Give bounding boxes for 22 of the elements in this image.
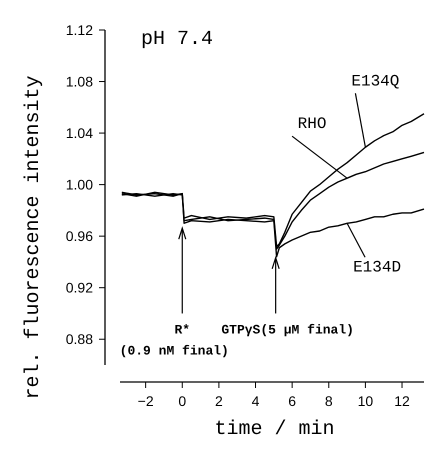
- x-tick-label: 10: [358, 393, 374, 409]
- x-axis-title: time / min: [214, 418, 335, 441]
- x-tick-label: 12: [394, 393, 410, 409]
- x-tick-label: 6: [288, 393, 296, 409]
- text: E134Q: [351, 72, 400, 90]
- y-tick-label: 1.04: [66, 124, 94, 141]
- x-tick-label: 0: [178, 393, 186, 409]
- x-tick-label: −2: [138, 393, 154, 409]
- y-tick-label: 1.12: [66, 22, 94, 38]
- x-tick-label: 4: [252, 393, 260, 409]
- y-tick-label: 0.92: [66, 280, 94, 296]
- annotation: GTPγS(5 μM final): [221, 322, 354, 338]
- y-tick-label: 1.00: [66, 176, 94, 193]
- y-tick-label: 0.96: [66, 228, 94, 244]
- y-axis-title: rel. fluorescence intensity: [22, 75, 45, 400]
- legend-label: E134D: [353, 258, 402, 276]
- chart-title: pH 7.4: [141, 28, 214, 51]
- y-tick-label: 0.88: [66, 331, 94, 348]
- text: RHO: [298, 115, 326, 134]
- x-tick-label: 2: [214, 393, 223, 409]
- y-tick-label: 1.08: [66, 73, 94, 90]
- x-tick-label: 8: [324, 393, 333, 409]
